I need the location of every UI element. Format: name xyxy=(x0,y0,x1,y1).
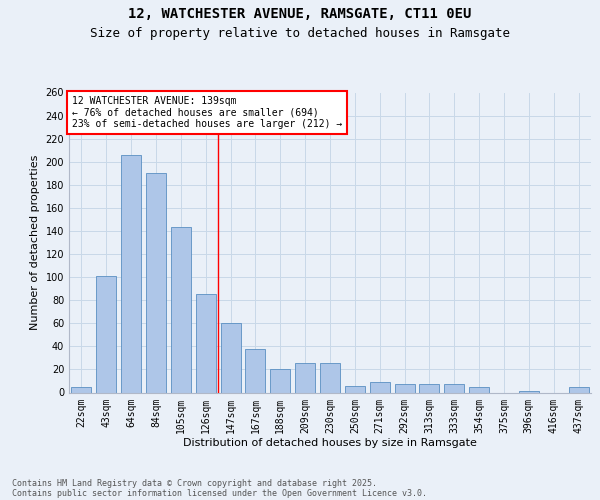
Bar xyxy=(370,382,389,392)
Text: 12 WATCHESTER AVENUE: 139sqm
← 76% of detached houses are smaller (694)
23% of s: 12 WATCHESTER AVENUE: 139sqm ← 76% of de… xyxy=(71,96,342,128)
Bar xyxy=(445,384,464,392)
Text: Contains public sector information licensed under the Open Government Licence v3: Contains public sector information licen… xyxy=(12,488,427,498)
Bar xyxy=(469,386,489,392)
X-axis label: Distribution of detached houses by size in Ramsgate: Distribution of detached houses by size … xyxy=(183,438,477,448)
Y-axis label: Number of detached properties: Number of detached properties xyxy=(30,155,40,330)
Text: 12, WATCHESTER AVENUE, RAMSGATE, CT11 0EU: 12, WATCHESTER AVENUE, RAMSGATE, CT11 0E… xyxy=(128,8,472,22)
Bar xyxy=(569,386,589,392)
Bar xyxy=(395,384,415,392)
Bar xyxy=(245,348,265,393)
Bar xyxy=(196,294,215,392)
Bar xyxy=(121,155,141,392)
Bar xyxy=(97,276,116,392)
Bar xyxy=(146,174,166,392)
Bar xyxy=(419,384,439,392)
Bar xyxy=(320,362,340,392)
Bar xyxy=(171,228,191,392)
Bar xyxy=(345,386,365,392)
Bar xyxy=(221,324,241,392)
Bar xyxy=(71,386,91,392)
Bar xyxy=(295,362,315,392)
Text: Size of property relative to detached houses in Ramsgate: Size of property relative to detached ho… xyxy=(90,28,510,40)
Text: Contains HM Land Registry data © Crown copyright and database right 2025.: Contains HM Land Registry data © Crown c… xyxy=(12,478,377,488)
Bar xyxy=(271,370,290,392)
